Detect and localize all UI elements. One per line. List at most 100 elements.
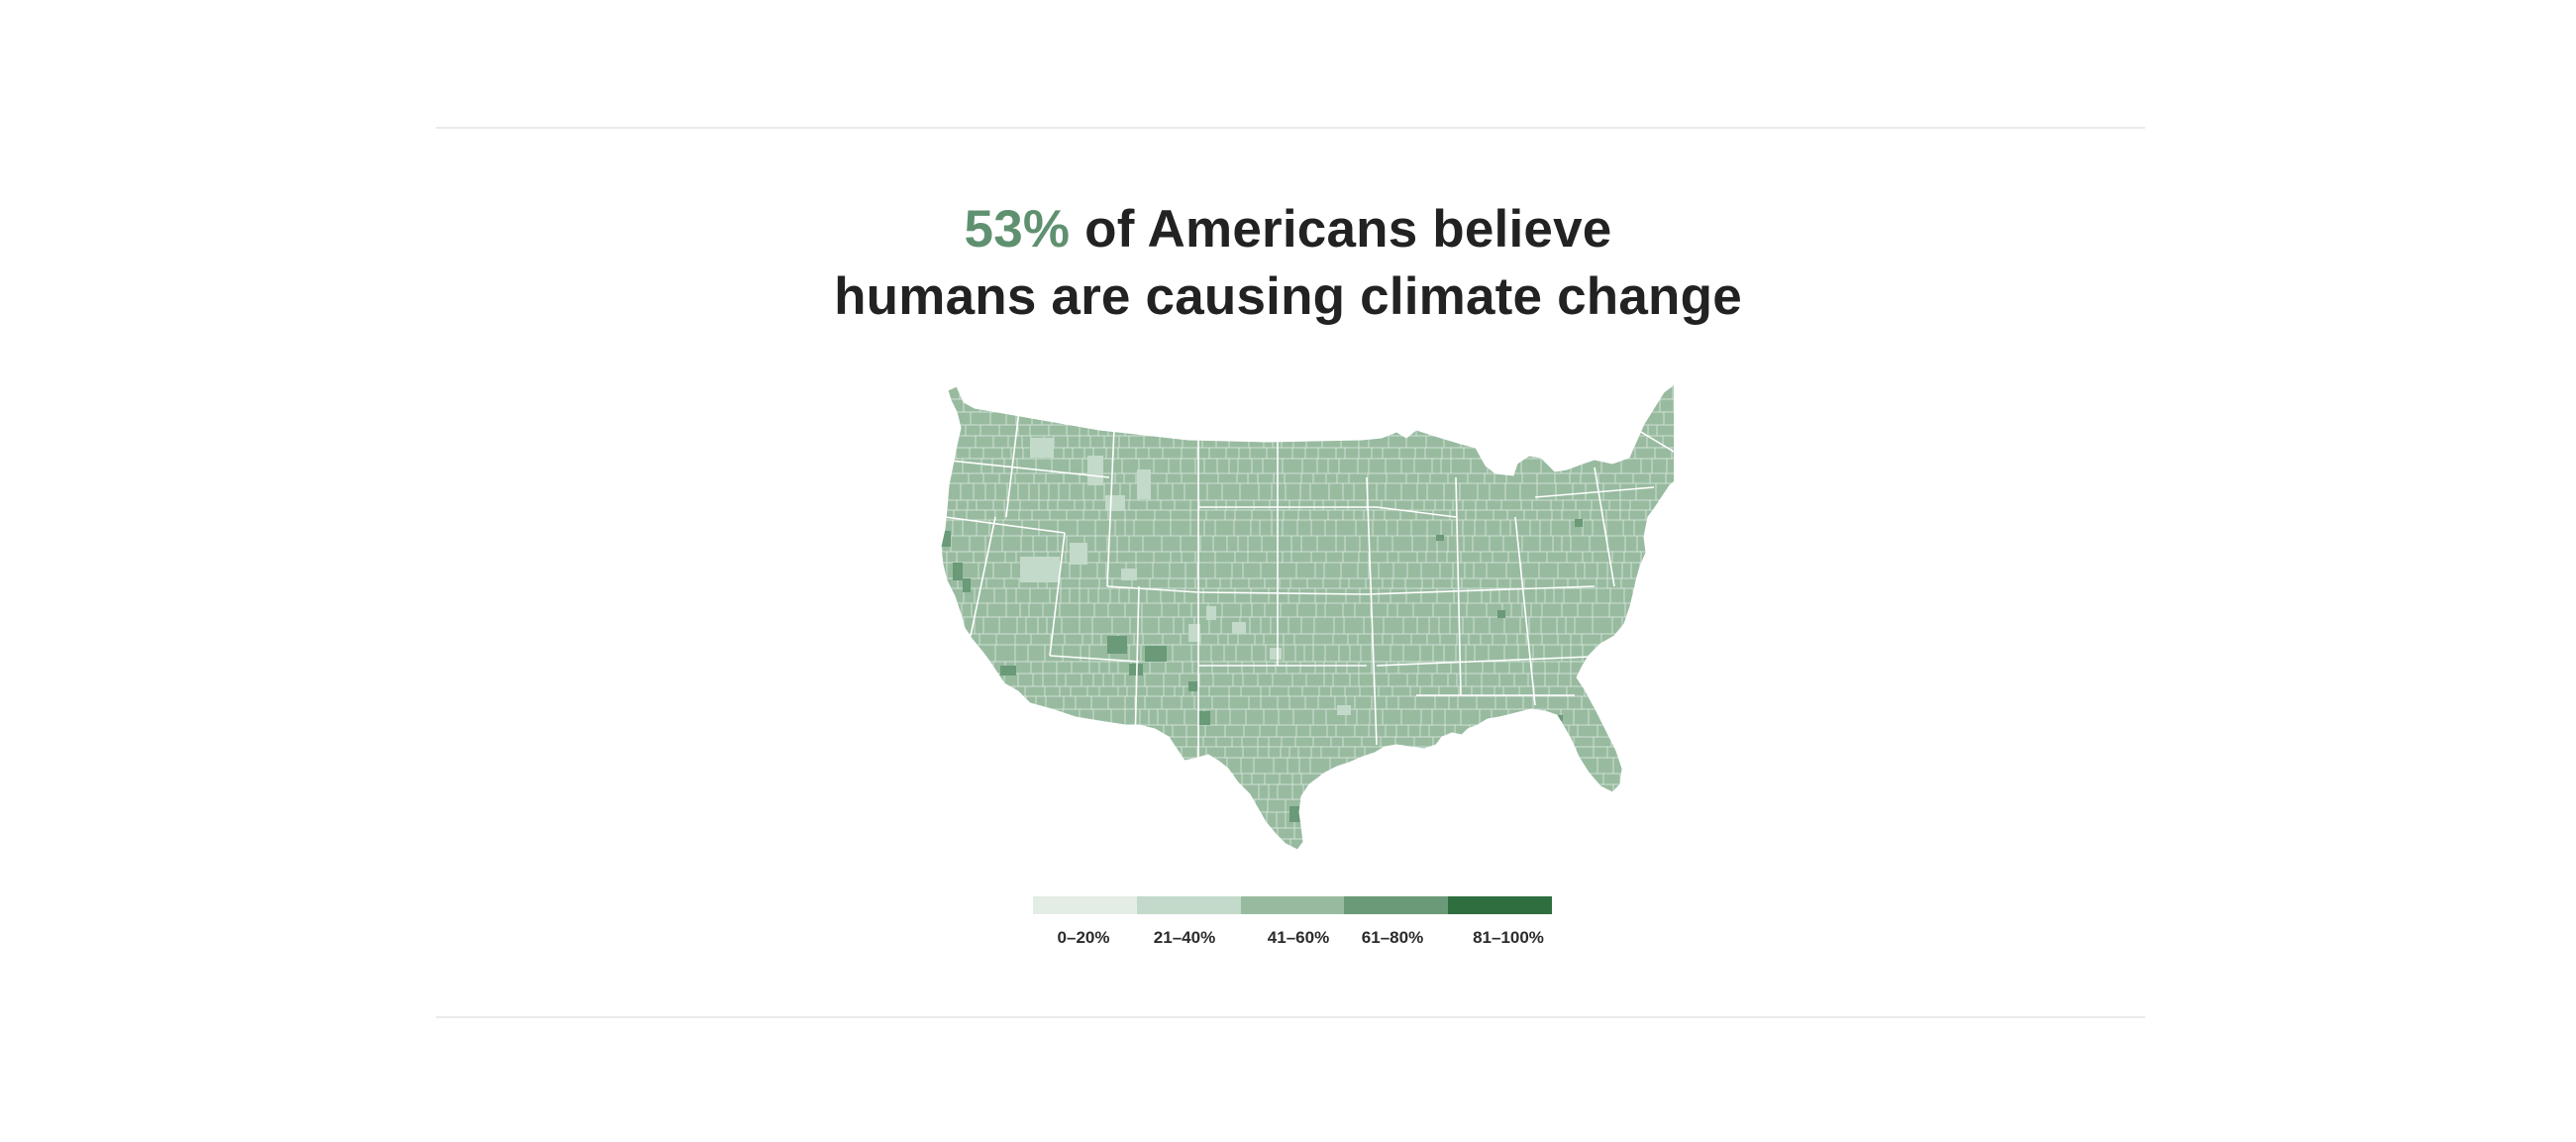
county-dark-16: [1624, 656, 1630, 664]
county-cell: [1579, 384, 1597, 400]
county-cell: [1528, 827, 1544, 840]
county-cell: [1324, 384, 1344, 400]
county-cell: [1004, 736, 1015, 748]
county-cell: [901, 425, 913, 436]
county-cell: [1353, 384, 1373, 400]
county-cell: [941, 411, 946, 426]
county-cell: [1636, 616, 1648, 635]
county-cell: [1447, 783, 1463, 800]
county-cell: [919, 412, 936, 425]
county-cell: [1351, 838, 1370, 850]
county-cell: [1092, 398, 1103, 413]
county-cell: [1436, 811, 1456, 829]
county-cell: [1462, 411, 1473, 426]
county-cell: [1430, 783, 1449, 800]
county-cell: [980, 673, 993, 687]
county-cell: [1650, 577, 1670, 589]
county-cell: [1589, 827, 1602, 840]
county-cell: [1092, 736, 1104, 748]
county-cell: [1343, 398, 1358, 413]
county-cell: [1540, 435, 1551, 449]
county-cell: [1239, 827, 1252, 840]
county-cell: [1665, 616, 1674, 635]
county-cell: [941, 644, 955, 663]
county-cell: [901, 828, 916, 839]
county-cell: [1301, 411, 1315, 426]
county-cell: [901, 758, 914, 774]
county-cell: [961, 370, 973, 386]
county-cell: [1178, 384, 1193, 400]
county-cell: [1651, 708, 1664, 726]
county-cell: [1113, 757, 1128, 775]
county-cell: [960, 773, 975, 785]
county-cell: [941, 398, 952, 413]
county-cell: [1195, 773, 1216, 785]
state-border-line: [1366, 585, 1596, 595]
county-cell: [1659, 685, 1674, 697]
county-cell: [1059, 798, 1078, 813]
county-cell: [1104, 838, 1120, 850]
county-cell: [1376, 398, 1396, 413]
county-cell: [1185, 773, 1197, 785]
county-cell: [918, 459, 927, 473]
county-cell: [1491, 736, 1502, 748]
county-cell: [941, 370, 944, 386]
county-cell: [1191, 838, 1207, 850]
county-cell: [1331, 370, 1342, 386]
county-cell: [1551, 757, 1564, 775]
county-cell: [959, 798, 976, 813]
county-cell: [1079, 773, 1096, 785]
county-cell: [1346, 827, 1358, 840]
county-cell: [1506, 724, 1521, 738]
county-cell: [1127, 838, 1148, 850]
county-cell: [1044, 783, 1061, 800]
county-cell: [1534, 411, 1545, 426]
county-cell: [1426, 811, 1438, 829]
county-cell: [1603, 424, 1618, 437]
county-cell: [1110, 398, 1122, 413]
county-cell: [1246, 411, 1263, 426]
county-cell: [1103, 384, 1114, 400]
county-cell: [969, 384, 983, 400]
county-cell: [941, 472, 950, 484]
county-cell: [1430, 411, 1444, 426]
county-cell: [1645, 695, 1660, 710]
county-cell: [1487, 757, 1508, 775]
county-cell: [944, 746, 961, 759]
county-cell: [1665, 633, 1674, 646]
county-cell: [901, 812, 920, 828]
county-cell: [1501, 447, 1514, 460]
county-dark-3: [963, 578, 971, 592]
map-svg: [901, 369, 1674, 851]
county-cell: [1663, 736, 1674, 748]
county-cell: [914, 399, 934, 412]
county-cell: [1515, 757, 1527, 775]
county-cell: [1527, 773, 1539, 785]
county-cell: [1162, 838, 1184, 850]
county-cell: [1672, 602, 1674, 618]
county-dark-15: [1497, 610, 1505, 618]
county-cell: [941, 633, 942, 646]
county-light-10: [1232, 622, 1246, 634]
county-cell: [987, 685, 1001, 697]
county-cell: [1018, 708, 1035, 726]
county-cell: [1268, 838, 1280, 850]
county-cell: [1482, 783, 1499, 800]
county-cell: [1253, 424, 1271, 437]
county-cell: [979, 827, 1000, 840]
county-cell: [1630, 773, 1652, 785]
county-cell: [1215, 827, 1227, 840]
county-cell: [1065, 411, 1079, 426]
county-cell: [1010, 746, 1025, 759]
county-cell: [1442, 411, 1464, 426]
county-cell: [1084, 724, 1097, 738]
county-cell: [1181, 424, 1194, 437]
county-cell: [1500, 746, 1511, 759]
county-cell: [1158, 811, 1180, 829]
county-cell: [954, 708, 968, 726]
county-cell: [1529, 370, 1542, 386]
county-cell: [1511, 783, 1530, 800]
county-cell: [901, 552, 914, 563]
county-cell: [1090, 384, 1105, 400]
county-cell: [1099, 798, 1114, 813]
